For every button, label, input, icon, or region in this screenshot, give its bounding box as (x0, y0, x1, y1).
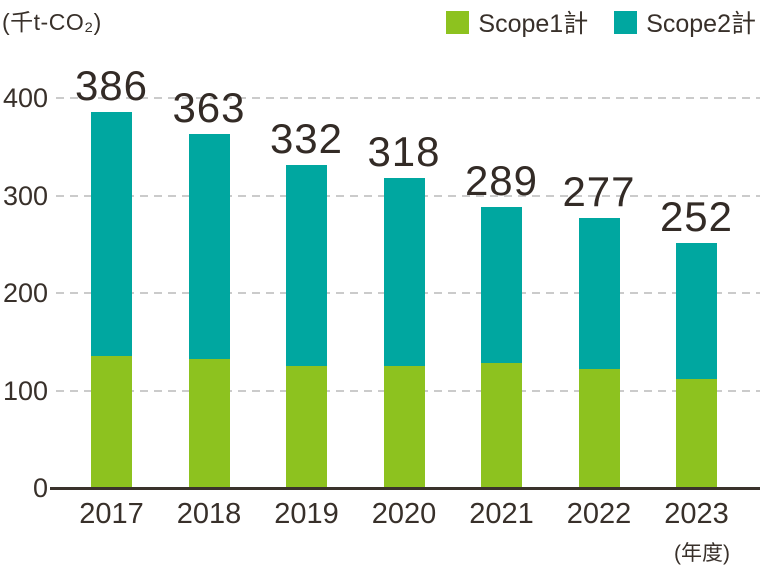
total-label-2021: 289 (464, 156, 539, 204)
bar-2019-scope1-segment (286, 366, 327, 487)
legend: Scope1計 Scope2計 (446, 4, 756, 40)
bar-2023-scope2-segment (676, 242, 717, 379)
bar-2017-scope1-segment (91, 355, 132, 487)
y-tick-label-0: 0 (32, 473, 48, 503)
x-tick-label-2019: 2019 (274, 498, 339, 530)
x-tick-label-2018: 2018 (176, 498, 242, 530)
bar-2018-scope2-segment (188, 134, 230, 360)
y-tick-label-400: 400 (2, 83, 48, 114)
x-tick-label-2021: 2021 (469, 498, 534, 530)
bar-2019-scope2-segment (286, 164, 327, 367)
bar-2022-scope1-segment (578, 369, 620, 487)
legend-item-scope1: Scope1計 (446, 4, 588, 40)
x-tick-label-2022: 2022 (566, 498, 632, 530)
x-tick-label-2017: 2017 (79, 498, 144, 530)
legend-item-scope2: Scope2計 (614, 4, 756, 40)
scope2-swatch-icon (614, 10, 638, 34)
bar-2022-scope2-segment (578, 218, 620, 370)
bar-2023-scope1-segment (676, 378, 717, 487)
total-label-2022: 277 (562, 168, 636, 216)
total-label-2020: 318 (367, 128, 441, 176)
bar-2021-scope1-segment (481, 363, 522, 487)
total-label-2019: 332 (269, 114, 344, 162)
bar-2020-scope1-segment (383, 366, 425, 487)
total-label-2017: 386 (74, 62, 149, 110)
total-label-2023: 252 (659, 192, 734, 240)
gridline-400 (56, 97, 760, 100)
bar-2018-scope1-segment (188, 359, 230, 487)
bar-2020-scope2-segment (383, 178, 425, 367)
y-tick-label-300: 300 (2, 180, 48, 211)
y-tick-label-200: 200 (2, 278, 48, 309)
x-tick-label-2023: 2023 (664, 498, 729, 530)
legend-label-scope2: Scope2計 (646, 10, 756, 38)
total-label-2018: 363 (172, 84, 246, 132)
y-tick-label-100: 100 (2, 375, 48, 406)
x-axis-unit-label: (年度) (674, 542, 730, 565)
scope1-swatch-icon (446, 10, 470, 34)
bar-2021-scope2-segment (481, 206, 522, 364)
legend-label-scope1: Scope1計 (478, 10, 589, 38)
x-tick-label-2020: 2020 (371, 498, 437, 530)
bar-2017-scope2-segment (91, 112, 132, 356)
x-axis (50, 487, 760, 490)
y-axis-unit-label: (千t-CO₂) (2, 9, 102, 35)
